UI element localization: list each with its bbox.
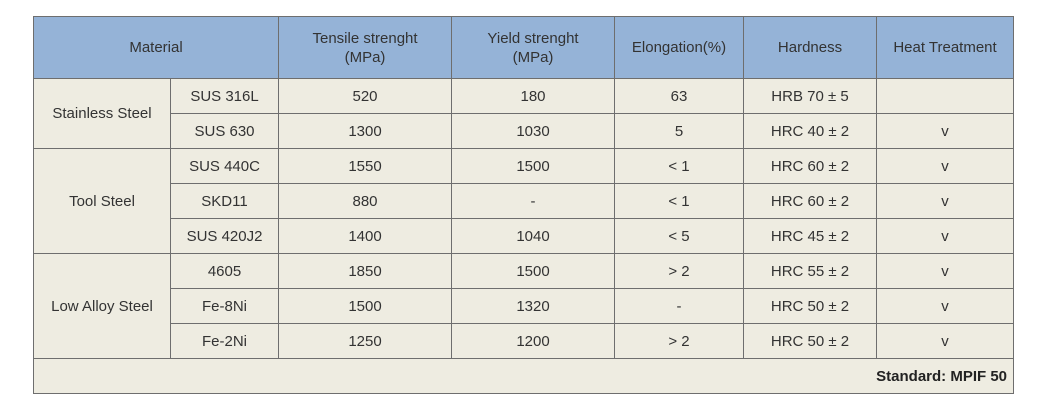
header-cell: Elongation(%) bbox=[614, 16, 745, 79]
cell: v bbox=[876, 218, 1015, 254]
table-row: Stainless Steel SUS 316L 520 180 63 HRB 70 ± … bbox=[33, 78, 1015, 149]
cell: > 2 bbox=[614, 253, 745, 289]
cell: 1250 bbox=[278, 323, 453, 359]
header-text: Yield strenght bbox=[487, 29, 579, 47]
cell: HRC 50 ± 2 bbox=[743, 323, 878, 359]
group-cell: Tool Steel bbox=[33, 148, 171, 254]
cell: v bbox=[876, 288, 1015, 324]
cell: 1500 bbox=[278, 288, 453, 324]
cell: HRC 60 ± 2 bbox=[743, 148, 878, 184]
cell: Fe-2Ni bbox=[169, 323, 280, 359]
cell: SUS 420J2 bbox=[169, 218, 280, 254]
cell: < 1 bbox=[614, 183, 745, 219]
cell: SUS 630 bbox=[169, 113, 280, 149]
cell: v bbox=[876, 113, 1015, 149]
cell: HRC 55 ± 2 bbox=[743, 253, 878, 289]
cell: 1400 bbox=[278, 218, 453, 254]
footer-cell: Standard: MPIF 50 bbox=[32, 358, 1015, 394]
cell: < 5 bbox=[614, 218, 745, 254]
header-text: Material bbox=[129, 39, 183, 56]
table-body: Stainless Steel SUS 316L 520 180 63 HRB 70 ± … bbox=[32, 78, 1015, 394]
header-text: Heat Treatment bbox=[893, 39, 997, 56]
header-cell: Material bbox=[32, 16, 280, 79]
table-header: Material Tensile strenght (MPa) Yield stren… bbox=[32, 16, 1015, 79]
header-text: (MPa) bbox=[344, 48, 386, 66]
cell: 1200 bbox=[451, 323, 616, 359]
cell: v bbox=[876, 183, 1015, 219]
header-text: (MPa) bbox=[512, 48, 554, 66]
header-cell: Yield strenght (MPa) bbox=[451, 16, 616, 79]
group-cell: Stainless Steel bbox=[33, 78, 171, 149]
cell: 520 bbox=[278, 78, 453, 114]
cell: SKD11 bbox=[169, 183, 280, 219]
cell: - bbox=[451, 183, 616, 219]
cell: 1030 bbox=[451, 113, 616, 149]
cell: SUS 440C bbox=[169, 148, 280, 184]
cell: v bbox=[876, 148, 1015, 184]
header-text: Elongation(%) bbox=[631, 39, 727, 56]
cell: HRB 70 ± 5 bbox=[743, 78, 878, 114]
cell: 5 bbox=[614, 113, 745, 149]
cell: 63 bbox=[614, 78, 745, 114]
cell: 1300 bbox=[278, 113, 453, 149]
header-text: Tensile strenght bbox=[312, 29, 418, 47]
cell: 1500 bbox=[451, 148, 616, 184]
group-cell: Low Alloy Steel bbox=[33, 253, 171, 359]
header-cell: Hardness bbox=[743, 16, 878, 79]
cell: 4605 bbox=[169, 253, 280, 289]
header-row: Material Tensile strenght (MPa) Yield stren… bbox=[32, 16, 1015, 79]
cell: 1850 bbox=[278, 253, 453, 289]
property-table: Material Tensile strenght (MPa) Yield stren… bbox=[32, 16, 1015, 394]
cell: 180 bbox=[451, 78, 616, 114]
cell: 880 bbox=[278, 183, 453, 219]
header-cell: Heat Treatment bbox=[876, 16, 1015, 79]
cell: HRC 50 ± 2 bbox=[743, 288, 878, 324]
table-row: Low Alloy Steel 4605 1850 1500 > 2 HRC 55 ± 2… bbox=[33, 253, 1015, 359]
cell: v bbox=[876, 323, 1015, 359]
cell: 1040 bbox=[451, 218, 616, 254]
cell: HRC 60 ± 2 bbox=[743, 183, 878, 219]
footer-row: Standard: MPIF 50 bbox=[32, 358, 1015, 394]
cell: 1320 bbox=[451, 288, 616, 324]
cell: HRC 45 ± 2 bbox=[743, 218, 878, 254]
cell: 1550 bbox=[278, 148, 453, 184]
cell: > 2 bbox=[614, 323, 745, 359]
cell: - bbox=[614, 288, 745, 324]
cell: Fe-8Ni bbox=[169, 288, 280, 324]
cell: < 1 bbox=[614, 148, 745, 184]
cell: HRC 40 ± 2 bbox=[743, 113, 878, 149]
header-cell: Tensile strenght (MPa) bbox=[278, 16, 453, 79]
cell: v bbox=[876, 253, 1015, 289]
header-text: Hardness bbox=[777, 39, 843, 56]
cell: 1500 bbox=[451, 253, 616, 289]
empty-cell bbox=[876, 78, 1015, 114]
cell: SUS 316L bbox=[169, 78, 280, 114]
